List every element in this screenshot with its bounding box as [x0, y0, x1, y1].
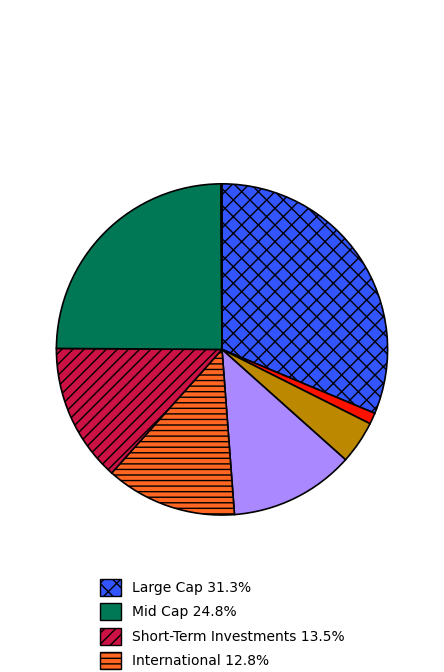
Wedge shape [221, 184, 222, 349]
Wedge shape [222, 349, 375, 423]
Wedge shape [56, 184, 222, 349]
Wedge shape [222, 349, 370, 460]
Wedge shape [222, 349, 345, 515]
Wedge shape [222, 184, 388, 413]
Legend: Large Cap 31.3%, Mid Cap 24.8%, Short-Term Investments 13.5%, International 12.8: Large Cap 31.3%, Mid Cap 24.8%, Short-Te… [93, 572, 351, 672]
Wedge shape [112, 349, 234, 515]
Wedge shape [56, 348, 222, 473]
